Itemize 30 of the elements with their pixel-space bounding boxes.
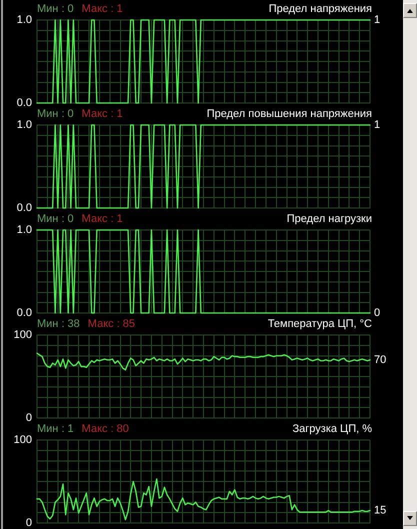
y-tick-label: 0 <box>26 412 32 424</box>
text: Мин : 0 <box>37 108 74 121</box>
chart-title: Предел повышения напряжения <box>206 108 372 121</box>
text: Макс : 1 <box>82 213 123 226</box>
y-tick-label: 0.0 <box>16 202 32 214</box>
text: Макс : 85 <box>88 318 136 331</box>
text: Макс : 1 <box>82 3 123 16</box>
text: Мин : 0 <box>37 3 74 16</box>
data-label: 1 <box>374 119 380 132</box>
y-tick-label: 1.0 <box>16 224 32 236</box>
text: Мин : 0 <box>37 213 74 226</box>
data-label: 70 <box>374 354 386 366</box>
text: Макс : 1 <box>82 108 123 121</box>
y-tick-label: 100 <box>14 434 32 446</box>
y-tick-label: 0 <box>26 517 32 529</box>
text: Мин : 38 <box>37 318 80 331</box>
y-tick-label: 0.0 <box>16 97 32 110</box>
text: Мин : 1 <box>37 423 74 436</box>
data-label: 0 <box>374 307 380 320</box>
y-tick-label: 0.0 <box>16 307 32 320</box>
y-tick-label: 1.0 <box>16 119 32 132</box>
chart-title: Загрузка ЦП, % <box>292 423 372 436</box>
chart-title: Предел напряжения <box>268 3 372 16</box>
chart-title: Температура ЦП, °C <box>268 318 372 331</box>
data-label: 1 <box>374 14 380 26</box>
chart-title: Предел нагрузки <box>286 213 372 226</box>
text: Макс : 80 <box>82 423 129 436</box>
y-tick-label: 100 <box>14 329 32 342</box>
y-tick-label: 1.0 <box>16 14 32 26</box>
data-label: 15 <box>374 504 386 517</box>
